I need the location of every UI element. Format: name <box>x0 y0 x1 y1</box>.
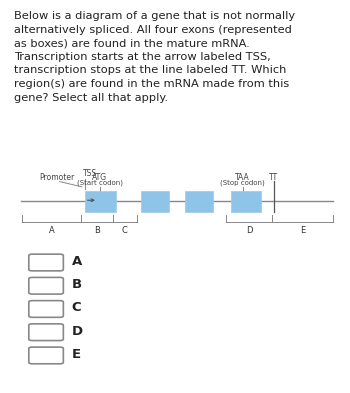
Text: (Start codon): (Start codon) <box>77 180 122 186</box>
Text: TT: TT <box>270 173 279 182</box>
Text: A: A <box>49 226 55 235</box>
Bar <box>141 191 169 212</box>
Bar <box>185 191 213 212</box>
Text: E: E <box>71 348 81 361</box>
FancyBboxPatch shape <box>29 277 63 294</box>
Bar <box>231 191 261 212</box>
Bar <box>85 191 116 212</box>
Text: A: A <box>71 255 82 268</box>
Text: ATG: ATG <box>92 173 107 182</box>
Text: TSS: TSS <box>83 169 97 178</box>
FancyBboxPatch shape <box>29 254 63 271</box>
Text: Below is a diagram of a gene that is not normally
alternatively spliced. All fou: Below is a diagram of a gene that is not… <box>14 11 295 103</box>
Text: D: D <box>246 226 252 235</box>
Text: C: C <box>71 301 81 314</box>
Text: (Stop codon): (Stop codon) <box>220 180 265 186</box>
FancyBboxPatch shape <box>29 324 63 341</box>
Text: D: D <box>71 325 83 338</box>
Text: TAA: TAA <box>235 173 250 182</box>
Text: Promoter: Promoter <box>39 173 75 182</box>
FancyBboxPatch shape <box>29 347 63 364</box>
Text: E: E <box>300 226 305 235</box>
FancyBboxPatch shape <box>29 301 63 317</box>
Text: B: B <box>94 226 100 235</box>
Text: C: C <box>122 226 128 235</box>
Text: B: B <box>71 278 82 291</box>
